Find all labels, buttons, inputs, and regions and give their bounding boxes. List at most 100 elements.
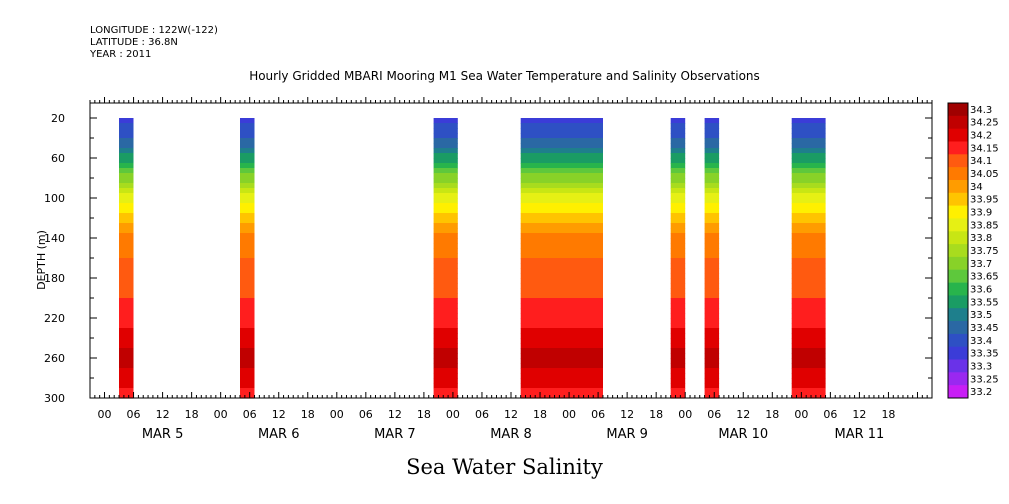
colorbar-swatch bbox=[948, 269, 968, 283]
salinity-cell bbox=[119, 193, 134, 199]
salinity-cell bbox=[119, 373, 134, 379]
salinity-cell bbox=[791, 353, 826, 359]
salinity-cell bbox=[240, 218, 255, 224]
salinity-cell bbox=[791, 143, 826, 149]
salinity-cell bbox=[433, 378, 458, 384]
colorbar-swatch bbox=[948, 103, 968, 117]
salinity-cell bbox=[433, 228, 458, 234]
salinity-cell bbox=[704, 198, 720, 204]
salinity-cell bbox=[433, 168, 458, 174]
salinity-cell bbox=[704, 328, 720, 334]
salinity-cell bbox=[520, 323, 603, 329]
year-label: YEAR : 2011 bbox=[90, 49, 152, 60]
x-hour-tick-label: 06 bbox=[359, 408, 373, 421]
salinity-cell bbox=[240, 273, 255, 279]
salinity-cell bbox=[520, 373, 603, 379]
salinity-cell bbox=[520, 378, 603, 384]
colorbar-label: 34.05 bbox=[970, 169, 999, 180]
salinity-cell bbox=[670, 173, 686, 179]
salinity-cell bbox=[520, 363, 603, 369]
salinity-cell bbox=[704, 263, 720, 269]
salinity-cell bbox=[119, 203, 134, 209]
salinity-cell bbox=[520, 118, 603, 124]
x-hour-tick-label: 06 bbox=[243, 408, 257, 421]
salinity-cell bbox=[240, 263, 255, 269]
y-tick-label: 300 bbox=[44, 392, 65, 405]
salinity-cell bbox=[119, 368, 134, 374]
salinity-cell bbox=[119, 268, 134, 274]
salinity-cell bbox=[704, 193, 720, 199]
salinity-cell bbox=[791, 313, 826, 319]
colorbar-label: 33.55 bbox=[970, 297, 999, 308]
salinity-cell bbox=[240, 128, 255, 134]
salinity-cell bbox=[433, 358, 458, 364]
salinity-cell bbox=[520, 158, 603, 164]
x-hour-tick-label: 00 bbox=[330, 408, 344, 421]
salinity-cell bbox=[791, 118, 826, 124]
salinity-cell bbox=[704, 178, 720, 184]
colorbar-label: 33.85 bbox=[970, 220, 999, 231]
salinity-cell bbox=[240, 308, 255, 314]
salinity-cell bbox=[520, 318, 603, 324]
salinity-cell bbox=[433, 268, 458, 274]
salinity-cell bbox=[520, 368, 603, 374]
salinity-cell bbox=[670, 208, 686, 214]
salinity-cell bbox=[433, 223, 458, 229]
salinity-cell bbox=[119, 308, 134, 314]
x-hour-tick-label: 18 bbox=[417, 408, 431, 421]
x-hour-tick-label: 00 bbox=[562, 408, 576, 421]
salinity-cell bbox=[791, 243, 826, 249]
salinity-cell bbox=[433, 278, 458, 284]
salinity-cell bbox=[240, 258, 255, 264]
salinity-cell bbox=[119, 223, 134, 229]
salinity-cell bbox=[520, 268, 603, 274]
salinity-cell bbox=[240, 313, 255, 319]
salinity-cell bbox=[670, 353, 686, 359]
salinity-cell bbox=[791, 368, 826, 374]
x-hour-tick-label: 18 bbox=[301, 408, 315, 421]
salinity-cell bbox=[791, 223, 826, 229]
salinity-cell bbox=[791, 308, 826, 314]
data-layer bbox=[119, 118, 826, 399]
salinity-cell bbox=[704, 393, 720, 399]
salinity-cell bbox=[119, 188, 134, 194]
x-hour-tick-label: 18 bbox=[533, 408, 547, 421]
x-day-label: MAR 5 bbox=[142, 427, 184, 442]
data-segment-3 bbox=[433, 118, 458, 399]
salinity-cell bbox=[240, 278, 255, 284]
colorbar-label: 34.1 bbox=[970, 156, 992, 167]
data-segment-1 bbox=[119, 118, 134, 399]
salinity-cell bbox=[670, 388, 686, 394]
salinity-cell bbox=[791, 128, 826, 134]
salinity-cell bbox=[433, 353, 458, 359]
salinity-cell bbox=[791, 158, 826, 164]
salinity-cell bbox=[704, 248, 720, 254]
salinity-cell bbox=[520, 218, 603, 224]
colorbar-label: 33.95 bbox=[970, 195, 999, 206]
x-hour-tick-label: 06 bbox=[707, 408, 721, 421]
salinity-cell bbox=[520, 248, 603, 254]
y-tick-label: 20 bbox=[51, 112, 65, 125]
x-hour-tick-label: 06 bbox=[475, 408, 489, 421]
colorbar-frame bbox=[947, 102, 969, 399]
salinity-cell bbox=[119, 353, 134, 359]
salinity-cell bbox=[240, 198, 255, 204]
salinity-cell bbox=[670, 138, 686, 144]
salinity-cell bbox=[791, 123, 826, 129]
salinity-cell bbox=[670, 188, 686, 194]
salinity-cell bbox=[791, 278, 826, 284]
salinity-cell bbox=[433, 348, 458, 354]
salinity-cell bbox=[791, 338, 826, 344]
salinity-cell bbox=[433, 233, 458, 239]
salinity-cell bbox=[240, 293, 255, 299]
salinity-cell bbox=[520, 193, 603, 199]
colorbar-swatch bbox=[948, 282, 968, 296]
chart-subtitle: Sea Water Salinity bbox=[406, 455, 603, 479]
x-hour-tick-label: 06 bbox=[127, 408, 141, 421]
salinity-cell bbox=[520, 153, 603, 159]
salinity-cell bbox=[791, 378, 826, 384]
salinity-cell bbox=[704, 153, 720, 159]
salinity-cell bbox=[240, 223, 255, 229]
salinity-cell bbox=[119, 273, 134, 279]
salinity-cell bbox=[791, 348, 826, 354]
